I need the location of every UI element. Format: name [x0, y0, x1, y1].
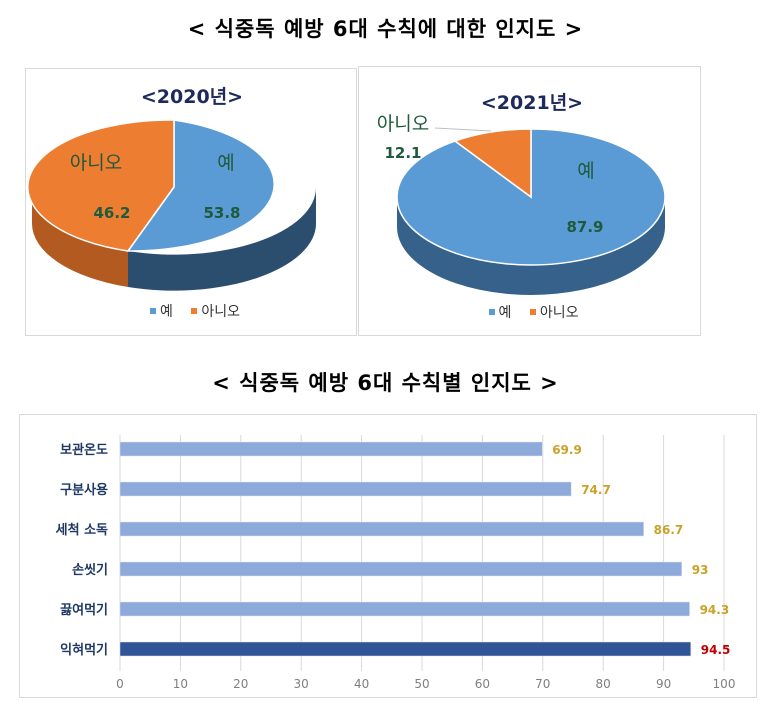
bar-chart-graphic: 0 10 20 30 40 50 60 70 80 90 100 보관온도 69.9 구분사용 74.7 세척…	[56, 435, 736, 691]
chart-title-overall-awareness: < 식중독 예방 6대 수칙에 대한 인지도 >	[187, 17, 584, 41]
pie-2020-no-label: 아니오	[70, 152, 122, 174]
legend-no-swatch	[529, 309, 536, 315]
value-label: 93	[692, 563, 709, 577]
bar-row: 손씻기 93	[72, 561, 709, 578]
pie-2020-yes-slice[interactable]	[126, 119, 275, 252]
pie-2021-leader-line	[434, 127, 492, 132]
pie-2021-no-value: 12.1	[384, 144, 421, 162]
category-label: 익혀먹기	[60, 642, 108, 658]
x-axis-tick: 80	[596, 677, 611, 691]
pie-2020-legend: 예 아니오	[26, 301, 356, 321]
category-label: 세척 소독	[56, 522, 108, 538]
pie-2020-graphic: <2020년> 예 아니오 53.8 46.2	[27, 86, 317, 291]
bar[interactable]	[119, 441, 543, 457]
x-axis-tick: 100	[713, 677, 736, 691]
legend-yes-swatch	[488, 309, 495, 315]
category-label: 구분사용	[60, 482, 108, 498]
pie-2021-yes-side	[397, 197, 665, 295]
value-label: 94.3	[700, 603, 730, 617]
x-axis-tick: 40	[354, 677, 369, 691]
pie-2020-no-value: 46.2	[93, 204, 130, 222]
pie-chart-2020: <2020년> 예 아니오 53.8 46.2 예 아니오	[25, 68, 357, 336]
x-axis-tick: 10	[173, 677, 188, 691]
bar-row: 구분사용 74.7	[60, 481, 611, 498]
x-axis-tick: 30	[294, 677, 309, 691]
category-label: 끓여먹기	[60, 602, 108, 618]
x-axis-tick: 50	[414, 677, 429, 691]
bar[interactable]	[119, 601, 690, 617]
category-label: 손씻기	[72, 563, 108, 578]
value-label: 74.7	[581, 483, 611, 497]
legend-yes-swatch	[150, 308, 156, 314]
pie-2020-title: <2020년>	[141, 86, 243, 108]
pie-2021-legend: 예 아니오	[359, 302, 700, 322]
bar-row: 보관온도 69.9	[60, 441, 582, 458]
bar-row: 익혀먹기 94.5	[60, 641, 731, 658]
legend-yes-label: 예	[498, 305, 512, 321]
bar[interactable]	[119, 481, 572, 497]
bar[interactable]	[119, 641, 692, 657]
pie-2021-graphic: <2021년> 예 아니오 87.9 12.1	[377, 92, 666, 295]
value-label: 69.9	[552, 443, 582, 457]
pie-2020-yes-value: 53.8	[203, 204, 240, 222]
pie-2021-no-label: 아니오	[377, 113, 429, 135]
bar[interactable]	[119, 521, 644, 537]
bar-row: 끓여먹기 94.3	[60, 601, 730, 618]
bar-chart-rules: 0 10 20 30 40 50 60 70 80 90 100 보관온도 69.9 구분사용 74.7 세척…	[19, 414, 757, 698]
bar-row: 세척 소독 86.7	[56, 521, 684, 538]
x-axis-tick: 70	[535, 677, 550, 691]
x-axis-tick: 60	[475, 677, 490, 691]
chart-title-per-rule-awareness: < 식중독 예방 6대 수칙별 인지도 >	[212, 371, 559, 395]
value-label: 86.7	[654, 523, 684, 537]
pie-2020-yes-label: 예	[217, 152, 234, 174]
pie-2020-no-side	[31, 187, 128, 287]
pie-2021-yes-value: 87.9	[566, 218, 603, 236]
pie-chart-2021: <2021년> 예 아니오 87.9 12.1 예 아니오	[358, 66, 701, 336]
pie-2020-no-slice[interactable]	[27, 119, 175, 252]
legend-no-label: 아니오	[539, 305, 579, 321]
legend-yes-label: 예	[160, 304, 173, 320]
legend-no-swatch	[191, 308, 198, 314]
pie-2021-no-slice[interactable]	[453, 128, 532, 199]
x-axis-tick: 0	[116, 677, 124, 691]
pie-2020-yes-side	[128, 187, 317, 291]
value-label: 94.5	[701, 643, 731, 657]
category-label: 보관온도	[60, 442, 108, 458]
x-axis-tick: 20	[233, 677, 248, 691]
bar[interactable]	[119, 561, 682, 577]
pie-2021-title: <2021년>	[481, 92, 583, 114]
pie-2021-yes-label: 예	[577, 160, 594, 182]
legend-no-label: 아니오	[201, 304, 240, 320]
x-axis-tick: 90	[656, 677, 671, 691]
